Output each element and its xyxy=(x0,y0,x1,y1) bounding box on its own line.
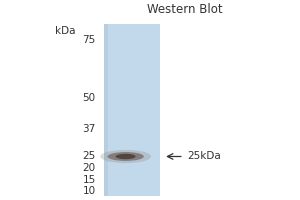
Bar xyxy=(104,24,108,196)
Text: 75: 75 xyxy=(82,35,96,45)
Text: kDa: kDa xyxy=(55,26,75,36)
Text: 15: 15 xyxy=(82,175,96,185)
Text: 50: 50 xyxy=(82,93,96,103)
Text: 10: 10 xyxy=(82,186,96,196)
Ellipse shape xyxy=(107,152,144,161)
Ellipse shape xyxy=(116,154,136,159)
Text: 25: 25 xyxy=(82,151,96,161)
Bar xyxy=(104,24,160,196)
Ellipse shape xyxy=(100,150,151,163)
Text: 20: 20 xyxy=(82,163,96,173)
Text: Western Blot: Western Blot xyxy=(148,3,223,16)
Text: 25kDa: 25kDa xyxy=(187,151,220,161)
Text: 37: 37 xyxy=(82,124,96,134)
